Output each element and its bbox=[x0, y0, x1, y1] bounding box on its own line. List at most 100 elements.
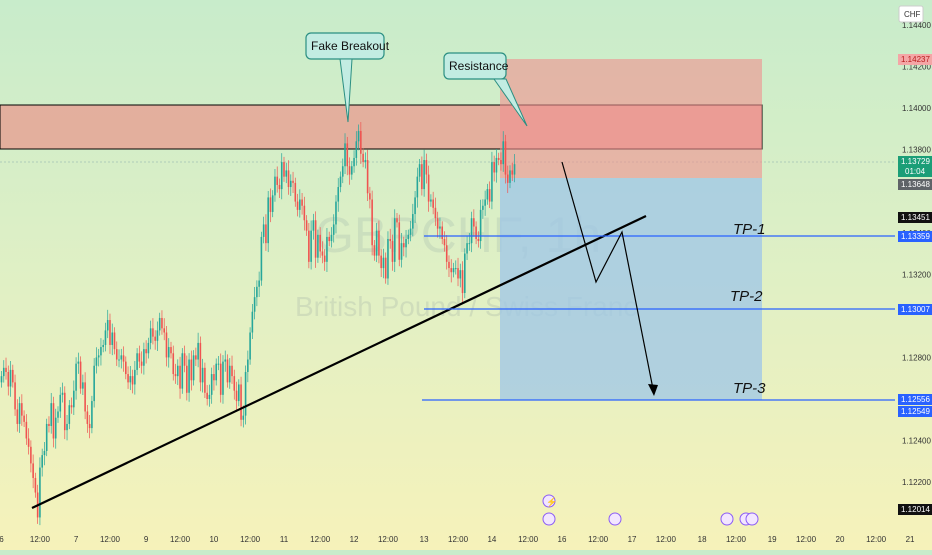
x-tick-label: 12:00 bbox=[588, 535, 609, 544]
time-axis[interactable]: 6 12:00 7 12:00 9 12:00 10 12:00 11 12:00 12 12:00 1… bbox=[0, 535, 932, 544]
candle-body bbox=[346, 143, 349, 167]
candle-body bbox=[79, 361, 82, 389]
candle-body bbox=[491, 162, 493, 202]
candle-body bbox=[488, 189, 491, 202]
candle-body bbox=[308, 230, 310, 262]
candle-body bbox=[357, 130, 360, 142]
candle-body bbox=[321, 251, 324, 256]
fake-breakout-callout[interactable]: Fake Breakout bbox=[305, 32, 390, 123]
candle-body bbox=[256, 286, 258, 298]
x-tick-label: 13 bbox=[420, 535, 429, 544]
candle-body bbox=[48, 423, 50, 427]
svg-text:⚡: ⚡ bbox=[546, 496, 557, 508]
price-axis[interactable]: 1.144001.142001.140001.138001.134001.132… bbox=[902, 21, 931, 487]
svg-text:1.14237: 1.14237 bbox=[901, 55, 930, 64]
candle-body bbox=[195, 355, 197, 360]
price-tag-tp3a: 1.12556 bbox=[898, 394, 932, 405]
candle-body bbox=[253, 297, 256, 312]
candle-body bbox=[240, 384, 242, 420]
candle-body bbox=[486, 189, 489, 200]
candle-body bbox=[351, 166, 353, 175]
candle-body bbox=[82, 382, 84, 389]
x-tick-label: 12:00 bbox=[310, 535, 331, 544]
candle-body bbox=[378, 230, 380, 256]
candle-body bbox=[412, 214, 414, 229]
candle-body bbox=[468, 243, 471, 245]
x-tick-label: 12:00 bbox=[448, 535, 469, 544]
candle-body bbox=[161, 317, 163, 329]
candle-body bbox=[238, 384, 240, 402]
candle-body bbox=[111, 332, 114, 345]
candle-body bbox=[317, 234, 319, 258]
candle-body bbox=[104, 330, 107, 345]
candle-body bbox=[30, 446, 32, 464]
candle-body bbox=[12, 369, 14, 383]
candle-body bbox=[75, 363, 77, 391]
candle-body bbox=[14, 382, 16, 410]
x-tick-label: 12:00 bbox=[378, 535, 399, 544]
candle-body bbox=[156, 330, 159, 341]
candle-body bbox=[249, 332, 251, 360]
candle-body bbox=[50, 403, 53, 427]
candle-body bbox=[299, 199, 301, 210]
candle-body bbox=[362, 153, 364, 163]
trendline[interactable] bbox=[31, 215, 647, 509]
candle-body bbox=[59, 394, 62, 412]
candle-body bbox=[242, 415, 245, 420]
svg-text:1.12014: 1.12014 bbox=[901, 505, 930, 514]
candle-body bbox=[373, 245, 376, 256]
candle-body bbox=[348, 166, 351, 175]
candle-body bbox=[289, 180, 292, 188]
candle-body bbox=[353, 157, 355, 167]
candle-body bbox=[109, 320, 111, 345]
svg-text:1.13729: 1.13729 bbox=[901, 157, 930, 166]
candle-body bbox=[5, 367, 7, 372]
tp2-label: TP-2 bbox=[730, 288, 763, 305]
candle-body bbox=[247, 359, 249, 372]
candle-body bbox=[152, 328, 154, 337]
candle-body bbox=[425, 160, 428, 175]
event-icon-flash[interactable]: ⚡ bbox=[542, 494, 557, 508]
price-tag-low: 1.12014 bbox=[898, 504, 932, 515]
x-tick-label: 17 bbox=[628, 535, 637, 544]
currency-badge[interactable]: CHF bbox=[898, 5, 924, 23]
candle-body bbox=[140, 361, 143, 366]
candle-body bbox=[504, 141, 507, 175]
candle-body bbox=[396, 218, 398, 223]
event-icons-row[interactable] bbox=[542, 512, 759, 526]
candle-body bbox=[335, 201, 337, 225]
candle-body bbox=[88, 423, 91, 429]
candle-body bbox=[262, 224, 265, 237]
candle-body bbox=[484, 199, 486, 206]
candle-body bbox=[73, 390, 75, 408]
candle-body bbox=[95, 357, 98, 366]
candle-body bbox=[93, 365, 95, 402]
candle-body bbox=[179, 365, 181, 389]
candle-body bbox=[143, 349, 145, 366]
candle-body bbox=[500, 160, 502, 165]
candle-body bbox=[154, 336, 156, 341]
candle-body bbox=[339, 176, 342, 188]
candle-body bbox=[502, 141, 505, 165]
candle-body bbox=[54, 417, 57, 439]
candle-body bbox=[267, 197, 269, 244]
x-tick-label: 12:00 bbox=[656, 535, 677, 544]
candle-body bbox=[421, 164, 423, 190]
target-zone[interactable] bbox=[500, 178, 762, 400]
resistance-callout[interactable]: Resistance bbox=[443, 52, 528, 127]
x-tick-label: 21 bbox=[906, 535, 915, 544]
candle-body bbox=[280, 162, 283, 190]
candle-body bbox=[405, 238, 407, 248]
candle-body bbox=[355, 141, 358, 158]
candle-body bbox=[41, 455, 43, 468]
candle-body bbox=[305, 220, 308, 231]
candle-body bbox=[407, 234, 410, 239]
candle-body bbox=[369, 193, 371, 200]
stop-loss-zone[interactable] bbox=[500, 59, 762, 178]
svg-text:1.12556: 1.12556 bbox=[901, 395, 930, 404]
x-tick-label: 12:00 bbox=[518, 535, 539, 544]
candle-body bbox=[52, 403, 55, 439]
candle-body bbox=[371, 199, 373, 246]
